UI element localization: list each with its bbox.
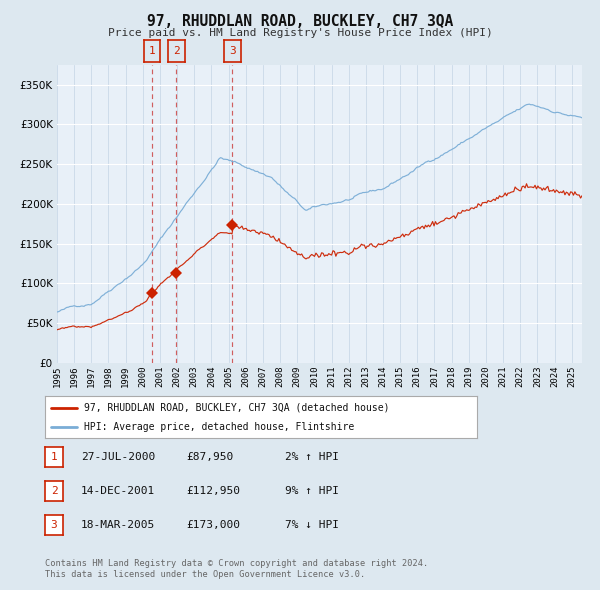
Text: Contains HM Land Registry data © Crown copyright and database right 2024.: Contains HM Land Registry data © Crown c… [45, 559, 428, 568]
Text: 14-DEC-2001: 14-DEC-2001 [81, 486, 155, 496]
Text: 1: 1 [50, 452, 58, 461]
Text: 18-MAR-2005: 18-MAR-2005 [81, 520, 155, 530]
Text: Price paid vs. HM Land Registry's House Price Index (HPI): Price paid vs. HM Land Registry's House … [107, 28, 493, 38]
Text: 1: 1 [149, 46, 155, 55]
Text: HPI: Average price, detached house, Flintshire: HPI: Average price, detached house, Flin… [84, 422, 354, 432]
Text: 97, RHUDDLAN ROAD, BUCKLEY, CH7 3QA: 97, RHUDDLAN ROAD, BUCKLEY, CH7 3QA [147, 14, 453, 29]
Text: £112,950: £112,950 [186, 486, 240, 496]
Text: £87,950: £87,950 [186, 452, 233, 461]
Text: 3: 3 [229, 46, 236, 55]
Text: 97, RHUDDLAN ROAD, BUCKLEY, CH7 3QA (detached house): 97, RHUDDLAN ROAD, BUCKLEY, CH7 3QA (det… [84, 402, 389, 412]
Text: 2: 2 [173, 46, 180, 55]
Text: This data is licensed under the Open Government Licence v3.0.: This data is licensed under the Open Gov… [45, 570, 365, 579]
Text: 7% ↓ HPI: 7% ↓ HPI [285, 520, 339, 530]
Text: £173,000: £173,000 [186, 520, 240, 530]
Text: 2% ↑ HPI: 2% ↑ HPI [285, 452, 339, 461]
Text: 2: 2 [50, 486, 58, 496]
Text: 27-JUL-2000: 27-JUL-2000 [81, 452, 155, 461]
Text: 3: 3 [50, 520, 58, 530]
Text: 9% ↑ HPI: 9% ↑ HPI [285, 486, 339, 496]
